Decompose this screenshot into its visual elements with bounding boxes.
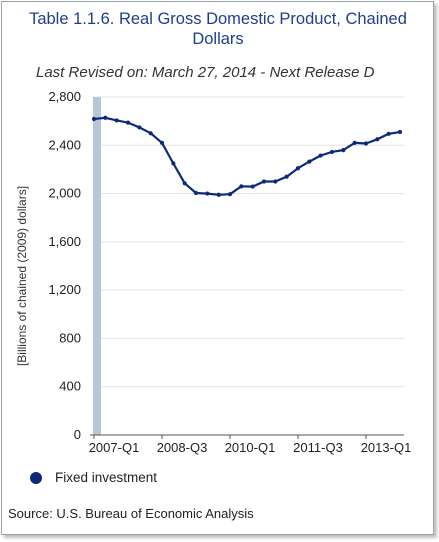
data-point bbox=[205, 191, 210, 196]
last-revised-text: Last Revised on: March 27, 2014 - Next R… bbox=[36, 64, 375, 81]
x-tick-label: 2013-Q1 bbox=[361, 440, 412, 455]
data-point bbox=[295, 166, 301, 171]
y-tick-label: 2,400 bbox=[48, 137, 81, 152]
y-tick-label: 1,600 bbox=[48, 234, 81, 249]
line-chart: 0 400 800 1,200 1,600 2,000 2,400 2,800 2007-Q1… bbox=[15, 89, 412, 455]
data-point bbox=[261, 179, 267, 184]
y-tick-label: 1,200 bbox=[48, 282, 81, 297]
chart-title: Table 1.1.6. Real Gross Domestic Product… bbox=[29, 10, 407, 48]
data-point bbox=[352, 140, 357, 145]
y-tick-label: 2,800 bbox=[48, 89, 81, 104]
data-point bbox=[273, 179, 278, 184]
legend-marker-icon bbox=[30, 471, 42, 484]
gridlines bbox=[94, 96, 404, 388]
x-tick-label: 2007-Q1 bbox=[89, 440, 140, 455]
data-point bbox=[193, 190, 199, 196]
legend-label: Fixed investment bbox=[55, 470, 158, 485]
series-fixed-investment bbox=[91, 115, 403, 197]
highlight-band-rect bbox=[93, 97, 101, 435]
highlight-band bbox=[93, 97, 101, 435]
data-point bbox=[103, 115, 108, 120]
data-point bbox=[284, 174, 289, 179]
data-point bbox=[375, 137, 380, 142]
y-axis-label: [Billions of chained (2009) dollars] bbox=[15, 186, 29, 366]
data-point bbox=[182, 181, 187, 186]
data-point bbox=[239, 184, 244, 189]
data-point bbox=[125, 120, 131, 125]
series-line bbox=[93, 116, 401, 196]
data-point bbox=[216, 192, 221, 197]
data-point bbox=[171, 161, 176, 166]
data-point bbox=[397, 129, 403, 135]
data-point bbox=[329, 149, 335, 155]
y-tick-label: 2,000 bbox=[48, 186, 81, 201]
y-tick-label: 400 bbox=[59, 379, 81, 394]
data-point bbox=[363, 141, 369, 146]
y-tick-labels: 0 400 800 1,200 1,600 2,000 2,400 2,800 bbox=[48, 89, 81, 442]
data-point bbox=[114, 118, 119, 123]
x-tick-label: 2010-Q1 bbox=[225, 440, 276, 455]
axes bbox=[90, 434, 404, 439]
data-point bbox=[148, 131, 153, 136]
chart-panel: Table 1.1.6. Real Gross Domestic Product… bbox=[1, 1, 434, 535]
x-tick-label: 2008-Q3 bbox=[157, 440, 208, 455]
x-tick-labels: 2007-Q1 2008-Q3 2010-Q1 2011-Q3 2013-Q1 bbox=[89, 440, 412, 455]
data-point bbox=[250, 184, 255, 189]
x-tick-label: 2011-Q3 bbox=[293, 440, 343, 455]
source-note: Source: U.S. Bureau of Economic Analysis bbox=[8, 506, 254, 521]
y-tick-label: 800 bbox=[59, 330, 81, 345]
data-point bbox=[91, 116, 97, 122]
data-point bbox=[341, 148, 346, 153]
data-point bbox=[227, 192, 233, 197]
data-point bbox=[159, 140, 165, 145]
legend[interactable]: Fixed investment bbox=[30, 470, 157, 485]
data-point bbox=[386, 131, 391, 136]
data-point bbox=[307, 159, 312, 164]
data-point bbox=[318, 153, 323, 158]
data-point bbox=[137, 125, 142, 130]
y-tick-label: 0 bbox=[74, 427, 81, 442]
